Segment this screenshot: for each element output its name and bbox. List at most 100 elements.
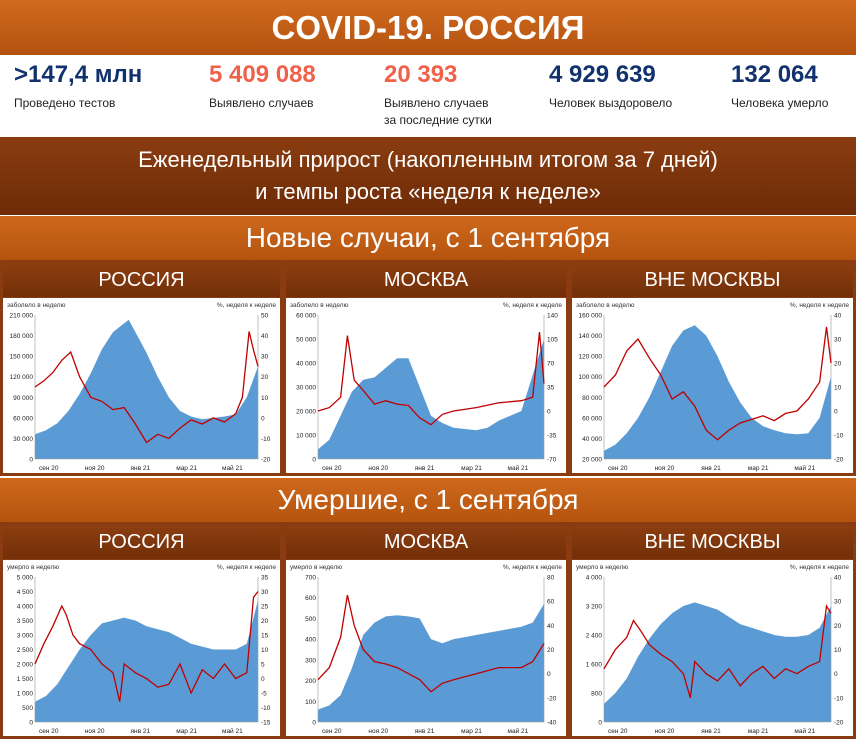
header-cases-outside: ВНЕ МОСКВЫ: [572, 263, 853, 297]
y2-tick-label: -20: [834, 720, 844, 727]
y2-axis-label: %, неделя к неделе: [217, 564, 276, 571]
header-cases-russia: РОССИЯ: [3, 263, 280, 297]
y2-tick-label: -15: [261, 720, 271, 727]
y2-tick-label: 20: [261, 374, 269, 381]
y-tick-label: 500: [22, 705, 33, 712]
stat-label: Проведено тестов: [14, 96, 116, 110]
y-tick-label: 60 000: [13, 415, 33, 422]
y-tick-label: 140 000: [579, 333, 603, 340]
y2-tick-label: -10: [261, 705, 271, 712]
chart-svg: умерло в неделю%, неделя к неделе0100200…: [290, 564, 562, 735]
y2-tick-label: 20: [834, 623, 842, 630]
y2-tick-label: -5: [261, 691, 267, 698]
stat-label: Человек выздоровело: [549, 96, 673, 110]
x-tick-label: сен 20: [39, 465, 59, 472]
chart-deaths-moscow: умерло в неделю%, неделя к неделе 0 100 200…: [286, 560, 566, 736]
y-tick-label: 700: [305, 575, 316, 582]
x-tick-label: янв 21: [415, 728, 435, 735]
y2-tick-label: 60: [547, 599, 555, 606]
x-tick-label: сен 20: [608, 465, 628, 472]
section-cases-title: Новые случаи, с 1 сентября: [0, 216, 856, 260]
x-tick-label: янв 21: [701, 465, 721, 472]
chart-svg: заболело в неделю %, неделя к неделе 0 30 0…: [7, 301, 276, 472]
y2-tick-label: 0: [261, 676, 265, 683]
y-tick-label: 80 000: [582, 395, 602, 402]
series-line: [317, 594, 545, 693]
y2-axis-label: %, неделя к неделе: [217, 302, 276, 309]
x-tick-label: ноя 20: [85, 728, 105, 735]
chart-svg: заболело в неделю %, неделя к неделе 0 10 0…: [290, 301, 562, 472]
y-tick-label: 600: [305, 595, 316, 602]
series-area: [318, 339, 544, 459]
y2-tick-label: -40: [547, 720, 557, 727]
y2-tick-label: 20: [834, 361, 842, 368]
stat-value: >147,4 млн: [14, 61, 143, 88]
x-tick-label: май 21: [222, 464, 243, 472]
y2-tick-label: 140: [547, 313, 558, 320]
y2-tick-label: 0: [261, 415, 265, 422]
y-tick-label: 30 000: [13, 436, 33, 443]
y-tick-label: 120 000: [579, 354, 603, 361]
y2-tick-label: -70: [547, 457, 557, 464]
header-deaths-outside: ВНЕ МОСКВЫ: [572, 525, 853, 559]
y2-tick-label: 35: [261, 575, 269, 582]
y2-tick-label: 0: [547, 409, 551, 416]
y2-axis-label: %, неделя к неделе: [503, 302, 562, 309]
stat-recovered: 4 929 639 Человек выздоровело: [549, 55, 672, 112]
y-axis-label: заболело в неделю: [7, 301, 66, 309]
x-tick-label: ноя 20: [368, 465, 388, 472]
stats-strip: >147,4 млн Проведено тестов 5 409 088 Вы…: [6, 55, 850, 137]
stat-label: Человека умерло: [731, 96, 829, 110]
y-tick-label: 20 000: [582, 457, 602, 464]
series-line: [34, 591, 259, 702]
stat-value: 20 393: [384, 61, 458, 88]
x-tick-label: сен 20: [39, 728, 59, 735]
header-deaths-russia: РОССИЯ: [3, 525, 280, 559]
y-tick-label: 0: [29, 720, 33, 727]
stat-tests: >147,4 млн Проведено тестов: [14, 55, 142, 112]
y-tick-label: 0: [29, 457, 33, 464]
x-tick-label: май 21: [508, 464, 529, 472]
x-tick-label: мар 21: [176, 465, 197, 472]
x-tick-label: янв 21: [701, 728, 721, 735]
stat-label: Выявлено случаев: [209, 96, 314, 110]
y2-tick-label: 0: [834, 671, 838, 678]
y-tick-label: 20 000: [296, 409, 316, 416]
chart-cases-outside: заболело в неделю %, неделя к неделе 20 00…: [572, 298, 853, 473]
x-tick-label: ноя 20: [655, 728, 675, 735]
y-tick-label: 160 000: [579, 313, 603, 320]
stat-label-2: за последние сутки: [384, 113, 492, 127]
y2-tick-label: 30: [261, 354, 269, 361]
y-axis-label: заболело в неделю: [290, 301, 349, 309]
y-tick-label: 60 000: [582, 415, 602, 422]
header-deaths-moscow: МОСКВА: [286, 525, 566, 559]
x-tick-label: май 21: [794, 727, 815, 735]
y-tick-label: 4 000: [17, 604, 34, 611]
y2-tick-label: -35: [547, 433, 557, 440]
y-tick-label: 10 000: [296, 433, 316, 440]
y2-tick-label: -20: [547, 695, 557, 702]
y2-tick-label: 35: [547, 385, 555, 392]
y2-tick-label: 15: [261, 633, 269, 640]
y2-tick-label: 0: [834, 409, 838, 416]
y2-axis-label: %, неделя к неделе: [503, 564, 562, 571]
x-tick-label: сен 20: [322, 728, 342, 735]
stat-cases: 5 409 088 Выявлено случаев: [209, 55, 316, 112]
series-line: [603, 326, 832, 441]
y2-tick-label: 105: [547, 337, 558, 344]
stat-value: 132 064: [731, 61, 818, 88]
chart-cases-moscow: заболело в неделю %, неделя к неделе 0 10 0…: [286, 298, 566, 473]
y2-tick-label: 0: [547, 671, 551, 678]
y2-tick-label: 5: [261, 662, 265, 669]
y-tick-label: 1 500: [17, 676, 34, 683]
series-line: [34, 331, 259, 444]
y2-axis-label: %, неделя к неделе: [790, 302, 849, 309]
x-tick-label: мар 21: [176, 728, 197, 735]
y2-tick-label: 30: [834, 337, 842, 344]
series-line: [603, 604, 832, 698]
x-tick-label: май 21: [222, 727, 243, 735]
y-tick-label: 2 500: [17, 647, 34, 654]
stat-value: 5 409 088: [209, 61, 316, 88]
y-tick-label: 3 200: [586, 604, 603, 611]
